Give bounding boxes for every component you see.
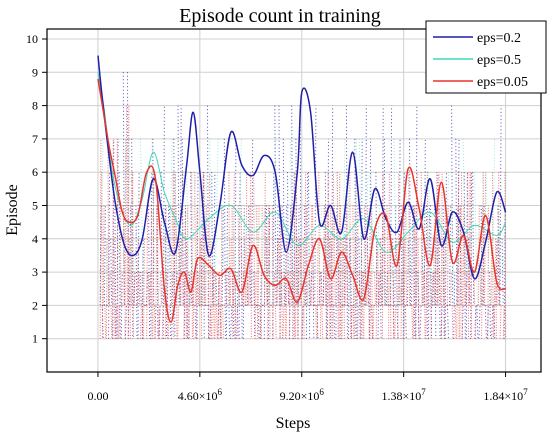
x-tick-label: 4.60×106: [178, 387, 223, 403]
series-lines: [97, 55, 507, 323]
x-tick-exponent: 7: [523, 387, 528, 397]
axes: [46, 28, 542, 373]
series-line-eps-0-05: [97, 78, 507, 323]
legend-label: eps=0.2: [477, 31, 521, 46]
chart-title: Episode count in training: [179, 5, 381, 27]
y-tick-label: 4: [32, 232, 38, 246]
y-tick-label: 9: [32, 65, 38, 79]
y-tick-label: 1: [32, 332, 38, 346]
y-tick-label: 2: [32, 298, 38, 312]
x-axis-label: Steps: [276, 415, 311, 432]
y-axis-label: Episode: [4, 184, 21, 236]
y-tick-label: 10: [26, 32, 38, 46]
x-tick-exponent: 6: [319, 387, 324, 397]
legend: eps=0.2 eps=0.5 eps=0.05: [425, 20, 547, 94]
x-tick-label: 1.84×107: [483, 387, 528, 403]
x-tick-label: 0.00: [87, 389, 108, 403]
y-tick-label: 8: [32, 99, 38, 113]
x-ticks: 0.00 4.60×106 9.20×106 1.38×107 1.84×107: [87, 372, 528, 403]
x-tick-exponent: 6: [217, 387, 222, 397]
y-ticks: 1 2 3 4 5 6 7 8 9 10: [26, 32, 47, 346]
series-line-eps-0-2: [97, 55, 507, 280]
y-tick-label: 3: [32, 265, 38, 279]
y-tick-label: 5: [32, 198, 38, 212]
noise-path: [99, 105, 507, 339]
noise-strand: [99, 105, 507, 339]
x-tick-label: 1.38×107: [382, 387, 427, 403]
legend-label: eps=0.05: [477, 75, 528, 90]
x-tick-label: 9.20×106: [280, 387, 325, 403]
legend-label: eps=0.5: [477, 53, 521, 68]
x-tick-mantissa: 9.20×10: [280, 389, 320, 403]
y-tick-label: 7: [32, 132, 38, 146]
x-tick-mantissa: 1.38×10: [382, 389, 422, 403]
series-line-eps-0-5: [97, 72, 507, 253]
x-tick-mantissa: 4.60×10: [178, 389, 218, 403]
y-tick-label: 6: [32, 165, 38, 179]
x-tick-exponent: 7: [421, 387, 426, 397]
x-tick-mantissa: 1.84×10: [483, 389, 523, 403]
plot-frame: [46, 28, 542, 373]
